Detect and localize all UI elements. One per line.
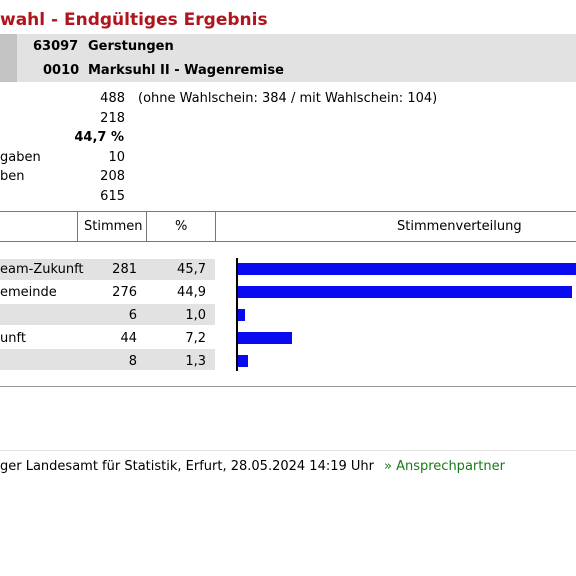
party-name: unft bbox=[0, 331, 26, 346]
municipality-code: 63097 bbox=[33, 39, 79, 54]
column-divider bbox=[77, 212, 78, 242]
votes-value: 276 bbox=[112, 285, 137, 300]
summary-value: 218 bbox=[100, 111, 125, 126]
header-bottom-border bbox=[0, 241, 576, 242]
district-code: 0010 bbox=[43, 63, 80, 78]
location-header bbox=[0, 34, 576, 82]
summary-note: (ohne Wahlschein: 384 / mit Wahlschein: … bbox=[138, 91, 438, 106]
percent-value: 45,7 bbox=[177, 262, 206, 277]
summary-label: gaben bbox=[0, 150, 41, 165]
footer-divider bbox=[0, 450, 576, 451]
percent-value: 1,3 bbox=[185, 354, 206, 369]
summary-value: 10 bbox=[108, 150, 125, 165]
chart-axis bbox=[236, 258, 238, 371]
summary-value: 208 bbox=[100, 169, 125, 184]
contact-link[interactable]: » Ansprechpartner bbox=[384, 459, 505, 474]
percent-value: 1,0 bbox=[185, 308, 206, 323]
column-divider bbox=[146, 212, 147, 242]
party-name: eam-Zukunft bbox=[0, 262, 84, 277]
table-top-border bbox=[0, 211, 576, 212]
percent-value: 44,9 bbox=[177, 285, 206, 300]
page-title: wahl - Endgültiges Ergebnis bbox=[0, 10, 268, 30]
party-name: emeinde bbox=[0, 285, 57, 300]
summary-label: ben bbox=[0, 169, 25, 184]
table-row-background bbox=[0, 349, 215, 370]
column-divider bbox=[215, 212, 216, 242]
summary-value: 615 bbox=[100, 189, 125, 204]
column-header-stimmen: Stimmen bbox=[84, 219, 143, 234]
header-tab-marker bbox=[0, 34, 17, 82]
votes-value: 8 bbox=[128, 354, 137, 369]
table-bottom-border bbox=[0, 386, 576, 387]
percent-value: 7,2 bbox=[185, 331, 206, 346]
vote-share-bar bbox=[238, 332, 292, 344]
vote-share-bar bbox=[238, 309, 246, 321]
column-header-percent: % bbox=[175, 219, 188, 234]
vote-share-bar bbox=[238, 355, 248, 367]
votes-value: 6 bbox=[128, 308, 137, 323]
municipality-name: Gerstungen bbox=[88, 39, 174, 54]
vote-share-bar bbox=[238, 263, 576, 275]
table-row-background bbox=[0, 304, 215, 325]
vote-share-bar bbox=[238, 286, 573, 298]
table-row-background bbox=[0, 259, 215, 280]
district-name: Marksuhl II - Wagenremise bbox=[88, 63, 284, 78]
summary-value-turnout: 44,7 % bbox=[74, 130, 124, 145]
summary-value: 488 bbox=[100, 91, 125, 106]
column-header-verteilung: Stimmenverteilung bbox=[397, 219, 522, 234]
votes-value: 44 bbox=[120, 331, 137, 346]
votes-value: 281 bbox=[112, 262, 137, 277]
footer-source: ger Landesamt für Statistik, Erfurt, 28.… bbox=[0, 459, 374, 474]
